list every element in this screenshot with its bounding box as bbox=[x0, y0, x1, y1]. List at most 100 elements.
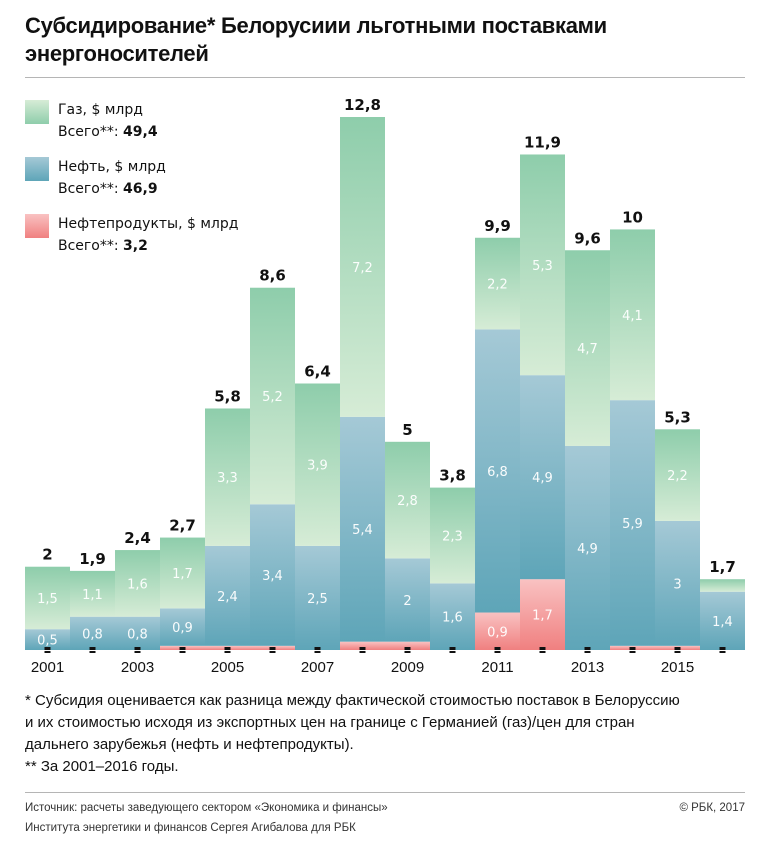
segment-label-oil-2005: 2,4 bbox=[217, 590, 238, 605]
source-line: Источник: расчеты заведующего сектором «… bbox=[25, 802, 388, 814]
segment-label-oil-2010: 1,6 bbox=[442, 611, 463, 626]
segment-label-gas-2002: 1,1 bbox=[82, 588, 103, 603]
x-tick-label-2001: 2001 bbox=[31, 659, 64, 676]
bar-segment-oil-2010 bbox=[430, 583, 475, 650]
segment-label-gas-2003: 1,6 bbox=[127, 577, 148, 592]
legend-label: Нефть, $ млрд bbox=[58, 159, 166, 175]
total-label-2002: 1,9 bbox=[79, 550, 106, 568]
legend-total-value: 46,9 bbox=[123, 181, 158, 197]
segment-label-oil-2004: 0,9 bbox=[172, 621, 193, 636]
segment-label-oil-2009: 2 bbox=[403, 594, 411, 609]
bar-segment-oil-products-2011 bbox=[475, 612, 520, 650]
footnote-line: и их стоимостью исходя из экспортных цен… bbox=[25, 714, 635, 731]
legend-item-gas: Газ, $ млрд Всего**: 49,4 bbox=[25, 98, 285, 154]
bar-segment-gas-2001 bbox=[25, 566, 70, 630]
bar-segment-gas-2003 bbox=[115, 550, 160, 617]
bar-segment-oil-2009 bbox=[385, 558, 430, 642]
bar-segment-gas-2014 bbox=[610, 229, 655, 401]
gas-swatch bbox=[25, 100, 49, 124]
total-label-2015: 5,3 bbox=[664, 408, 691, 426]
bar-segment-oil-2005 bbox=[205, 545, 250, 646]
legend-total-value: 3,2 bbox=[123, 238, 148, 254]
source-note: Источник: расчеты заведующего сектором «… bbox=[25, 798, 525, 838]
bar-segment-oil-2011 bbox=[475, 329, 520, 613]
legend-total-label: Всего**: bbox=[58, 238, 119, 254]
legend: Газ, $ млрд Всего**: 49,4 Нефть, $ млрд … bbox=[25, 98, 285, 269]
legend-total: Всего**: 3,2 bbox=[58, 236, 148, 256]
bar-segment-oil-2002 bbox=[70, 616, 115, 650]
bar-segment-oil-products-2009 bbox=[385, 641, 430, 650]
legend-total: Всего**: 46,9 bbox=[58, 179, 158, 199]
footer-divider bbox=[25, 792, 745, 793]
x-tick-label-2011: 2011 bbox=[481, 659, 513, 676]
segment-label-oil-2003: 0,8 bbox=[127, 627, 148, 642]
legend-total-value: 49,4 bbox=[123, 124, 158, 140]
total-label-2011: 9,9 bbox=[484, 217, 511, 235]
segment-label-gas-2013: 4,7 bbox=[577, 342, 598, 357]
bar-segment-gas-2005 bbox=[205, 408, 250, 546]
x-tick-label-2015: 2015 bbox=[661, 659, 694, 676]
segment-label-oil-products-2011: 0,9 bbox=[487, 625, 508, 640]
segment-label-gas-2004: 1,7 bbox=[172, 567, 193, 582]
total-label-2003: 2,4 bbox=[124, 529, 151, 547]
bar-segment-oil-2006 bbox=[250, 504, 295, 646]
segment-label-gas-2011: 2,2 bbox=[487, 278, 508, 293]
x-tick-label-2013: 2013 bbox=[571, 659, 604, 676]
segment-label-gas-2001: 1,5 bbox=[37, 592, 58, 607]
segment-label-oil-2014: 5,9 bbox=[622, 517, 643, 532]
footnotes: * Субсидия оценивается как разница между… bbox=[25, 690, 755, 778]
bar-segment-gas-2016 bbox=[700, 579, 745, 592]
segment-label-oil-2006: 3,4 bbox=[262, 569, 283, 584]
bar-segment-gas-2011 bbox=[475, 237, 520, 330]
legend-item-oil: Нефть, $ млрд Всего**: 46,9 bbox=[25, 155, 285, 211]
copyright: © РБК, 2017 bbox=[679, 802, 745, 814]
segment-label-oil-2015: 3 bbox=[673, 577, 681, 592]
title-divider bbox=[25, 77, 745, 78]
segment-label-oil-2013: 4,9 bbox=[577, 542, 598, 557]
legend-label: Газ, $ млрд bbox=[58, 102, 143, 118]
total-label-2005: 5,8 bbox=[214, 387, 241, 405]
segment-label-oil-2011: 6,8 bbox=[487, 465, 508, 480]
bar-segment-oil-2014 bbox=[610, 400, 655, 646]
bar-segment-oil-2007 bbox=[295, 545, 340, 650]
total-label-2007: 6,4 bbox=[304, 363, 331, 381]
segment-label-gas-2015: 2,2 bbox=[667, 469, 688, 484]
x-tick-label-2003: 2003 bbox=[121, 659, 154, 676]
segment-label-oil-2016: 1,4 bbox=[712, 615, 733, 630]
segment-label-oil-2008: 5,4 bbox=[352, 523, 373, 538]
footnote-line: дальнего зарубежья (нефть и нефтепродукт… bbox=[25, 736, 354, 753]
bar-segment-gas-2009 bbox=[385, 441, 430, 559]
segment-label-oil-2012: 4,9 bbox=[532, 471, 553, 486]
legend-total-label: Всего**: bbox=[58, 181, 119, 197]
total-label-2013: 9,6 bbox=[574, 229, 601, 247]
x-tick-label-2009: 2009 bbox=[391, 659, 424, 676]
total-label-2006: 8,6 bbox=[259, 267, 286, 285]
x-tick-label-2007: 2007 bbox=[301, 659, 334, 676]
legend-item-oil-products: Нефтепродукты, $ млрд Всего**: 3,2 bbox=[25, 212, 285, 268]
oil-swatch bbox=[25, 157, 49, 181]
legend-total-label: Всего**: bbox=[58, 124, 119, 140]
chart-title: Субсидирование* Белорусиии льготными пос… bbox=[25, 13, 607, 66]
footnote-line: ** За 2001–2016 годы. bbox=[25, 758, 179, 775]
footnote-line: * Субсидия оценивается как разница между… bbox=[25, 692, 680, 709]
legend-label: Нефтепродукты, $ млрд bbox=[58, 216, 239, 232]
segment-label-oil-2001: 0,5 bbox=[37, 634, 58, 649]
bar-segment-gas-2006 bbox=[250, 287, 295, 505]
source-line: Института энергетики и финансов Сергея А… bbox=[25, 822, 356, 834]
bar-segment-oil-2004 bbox=[160, 608, 205, 646]
total-label-2016: 1,7 bbox=[709, 558, 736, 576]
segment-label-gas-2005: 3,3 bbox=[217, 471, 238, 486]
bar-segment-oil-2012 bbox=[520, 375, 565, 580]
bar-segment-gas-2015 bbox=[655, 429, 700, 521]
segment-label-gas-2008: 7,2 bbox=[352, 261, 373, 276]
bar-segment-oil-2013 bbox=[565, 445, 610, 650]
bar-segment-oil-2003 bbox=[115, 616, 160, 650]
bar-segment-oil-products-2012 bbox=[520, 579, 565, 650]
segment-label-gas-2014: 4,1 bbox=[622, 309, 643, 324]
bar-segment-gas-2007 bbox=[295, 383, 340, 546]
total-label-2001: 2 bbox=[42, 546, 52, 564]
oil-products-swatch bbox=[25, 214, 49, 238]
bar-segment-gas-2013 bbox=[565, 250, 610, 446]
segment-label-oil-products-2012: 1,7 bbox=[532, 609, 553, 624]
total-label-2012: 11,9 bbox=[524, 133, 561, 151]
